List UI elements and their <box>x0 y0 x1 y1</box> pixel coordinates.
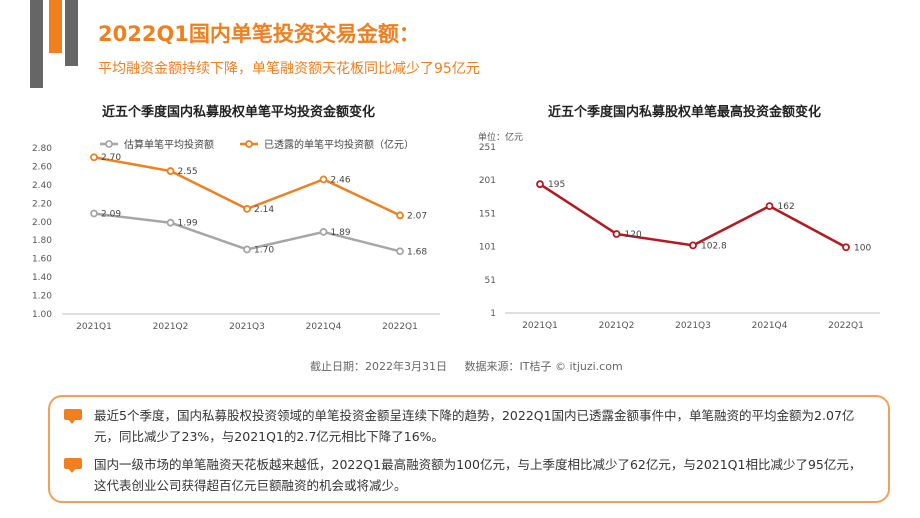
data-label: 102.8 <box>701 241 727 251</box>
y-tick-label: 2.80 <box>32 144 52 154</box>
data-point <box>396 247 404 256</box>
y-tick-label: 101 <box>479 243 496 253</box>
y-tick-label: 2.00 <box>32 218 52 228</box>
x-tick-label: 2021Q3 <box>229 322 265 332</box>
cutoff-date: 截止日期：2022年3月31日 <box>310 360 447 373</box>
source-line: 截止日期：2022年3月31日 数据来源：IT桔子 © itjuzi.com <box>310 358 637 374</box>
x-tick-label: 2021Q4 <box>306 322 342 332</box>
y-tick-label: 2.40 <box>32 181 52 191</box>
data-point <box>536 180 544 189</box>
x-tick-label: 2021Q3 <box>675 321 711 331</box>
speech-bubble-icon <box>64 409 82 424</box>
data-point <box>90 209 98 218</box>
data-label: 1.70 <box>254 245 274 255</box>
data-source: 数据来源：IT桔子 © itjuzi.com <box>464 360 623 373</box>
data-point <box>612 230 621 238</box>
data-point <box>319 175 328 184</box>
y-tick-label: 1 <box>490 309 496 319</box>
y-tick-label: 2.60 <box>32 162 52 172</box>
data-label: 2.55 <box>178 167 198 177</box>
data-label: 162 <box>778 202 795 212</box>
summary-point: 最近5个季度，国内私募股权投资领域的单笔投资金额呈连续下降的趋势，2022Q1国… <box>64 405 870 447</box>
y-tick-label: 1.20 <box>32 292 52 302</box>
y-tick-label: 1.80 <box>32 236 52 246</box>
x-tick-label: 2021Q2 <box>153 322 189 332</box>
summary-text: 最近5个季度，国内私募股权投资领域的单笔投资金额呈连续下降的趋势，2022Q1国… <box>94 408 855 444</box>
chart-title-max: 近五个季度国内私募股权单笔最高投资金额变化 <box>548 105 822 120</box>
data-point <box>842 243 850 252</box>
summary-box: 最近5个季度，国内私募股权投资领域的单笔投资金额呈连续下降的趋势，2022Q1国… <box>48 395 890 503</box>
decor-bar-gray-2 <box>65 0 78 66</box>
data-label: 2.14 <box>254 205 274 215</box>
data-point <box>243 245 251 254</box>
data-label: 1.99 <box>178 219 198 229</box>
data-label: 2.09 <box>101 209 121 219</box>
y-tick-label: 1.00 <box>32 310 52 320</box>
data-point <box>689 241 697 250</box>
legend-label: 估算单笔平均投资额 <box>124 138 214 151</box>
legend-marker <box>105 140 113 148</box>
x-tick-label: 2021Q2 <box>599 321 635 331</box>
data-label: 2.07 <box>407 211 427 221</box>
data-point <box>765 202 774 210</box>
data-label: 2.70 <box>101 153 121 163</box>
y-tick-label: 1.40 <box>32 273 52 283</box>
chart-title-average: 近五个季度国内私募股权单笔平均投资金额变化 <box>102 105 376 120</box>
data-point <box>90 153 98 162</box>
data-label: 120 <box>625 230 642 240</box>
x-tick-label: 2022Q1 <box>828 321 864 331</box>
data-point <box>243 204 251 213</box>
data-label: 1.68 <box>407 247 427 257</box>
x-tick-label: 2021Q4 <box>752 321 788 331</box>
y-tick-label: 251 <box>479 143 496 153</box>
legend-label: 已透露的单笔平均投资额（亿元） <box>264 138 414 151</box>
data-label: 100 <box>854 243 871 253</box>
y-tick-label: 51 <box>485 276 496 286</box>
decor-bar-gray <box>30 0 43 88</box>
data-point <box>166 167 175 175</box>
unit-label: 单位：亿元 <box>478 131 523 143</box>
page-subtitle: 平均融资金额持续下降，单笔融资额天花板同比减少了95亿元 <box>98 61 480 77</box>
decor-bar-orange <box>49 0 62 53</box>
x-tick-label: 2022Q1 <box>382 322 418 332</box>
y-tick-label: 2.20 <box>32 199 52 209</box>
data-label: 2.46 <box>331 175 351 185</box>
x-tick-label: 2021Q1 <box>76 322 112 332</box>
summary-point: 国内一级市场的单笔融资天花板越来越低，2022Q1最高融资额为100亿元，与上季… <box>64 454 870 496</box>
data-label: 1.89 <box>331 228 351 238</box>
summary-text: 国内一级市场的单笔融资天花板越来越低，2022Q1最高融资额为100亿元，与上季… <box>94 457 862 493</box>
data-point <box>166 218 175 227</box>
series-line <box>539 183 847 249</box>
y-tick-label: 151 <box>479 209 496 219</box>
y-tick-label: 1.60 <box>32 255 52 265</box>
data-label: 195 <box>548 180 565 190</box>
x-tick-label: 2021Q1 <box>522 321 558 331</box>
data-point <box>396 211 404 220</box>
legend-marker <box>245 140 253 148</box>
y-tick-label: 201 <box>479 176 496 186</box>
data-point <box>319 228 328 236</box>
speech-bubble-icon <box>64 458 82 473</box>
page-title: 2022Q1国内单笔投资交易金额： <box>98 22 420 46</box>
